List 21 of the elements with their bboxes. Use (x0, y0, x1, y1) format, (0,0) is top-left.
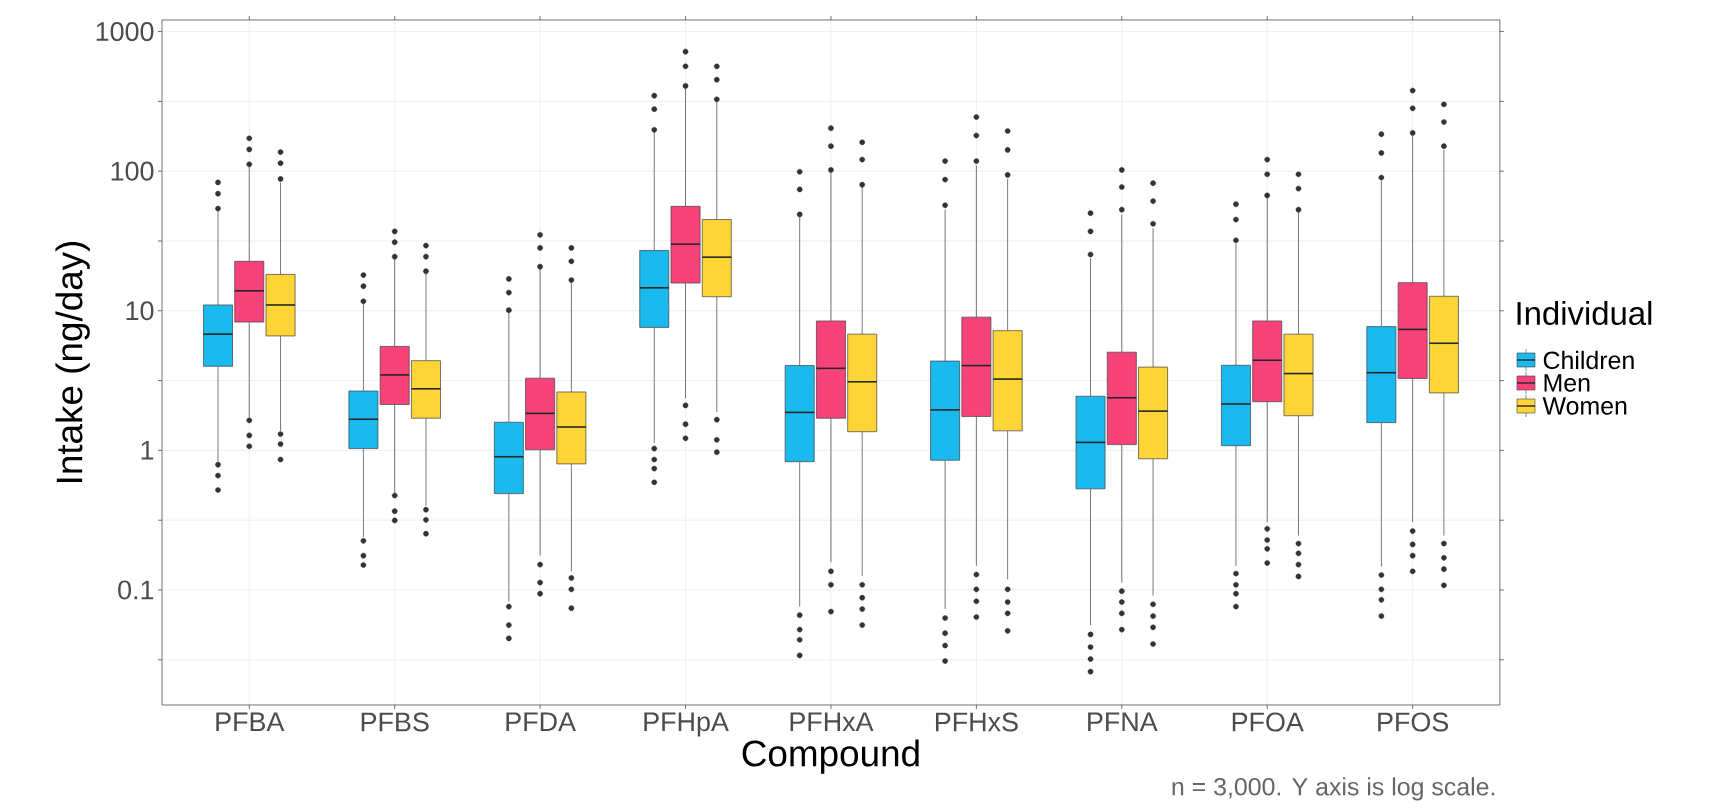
x-axis-title: Compound (742, 739, 919, 774)
y-axis-title: Intake (ng/day) (55, 241, 90, 483)
legend-title: Individual (1517, 300, 1652, 326)
legend-label: Men (1544, 374, 1590, 392)
x-tick-label: PFHxA (790, 712, 874, 732)
x-tick-label: PFOS (1378, 712, 1449, 732)
x-tick-label: PFNA (1088, 712, 1158, 732)
x-tick-label: PFOA (1232, 712, 1304, 732)
text: n = 3,000. Y axis is log scale. (1172, 777, 1495, 801)
y-tick-label: 1 (141, 441, 154, 460)
x-tick-label: PFBA (216, 712, 285, 732)
y-tick-label: 0.1 (118, 580, 154, 600)
x-tick-label: PFBS (361, 712, 429, 732)
y-tick-label: 100 (111, 161, 154, 181)
x-tick-label: PFDA (506, 712, 576, 732)
x-tick-label: PFHxS (935, 712, 1018, 732)
x-tick-label: PFHpA (644, 712, 729, 737)
legend-label: Children (1543, 350, 1634, 370)
y-tick-label: 1000 (96, 22, 154, 42)
legend-label: Women (1542, 397, 1627, 415)
y-tick-label: 10 (126, 301, 154, 321)
